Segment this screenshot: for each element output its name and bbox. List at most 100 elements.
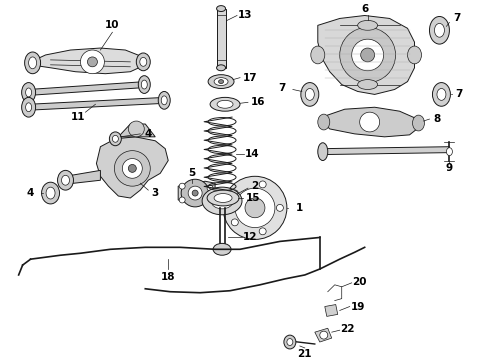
Ellipse shape <box>42 182 59 204</box>
Polygon shape <box>322 147 449 154</box>
Ellipse shape <box>435 23 444 37</box>
Polygon shape <box>178 181 215 205</box>
Circle shape <box>207 185 213 191</box>
Polygon shape <box>28 82 145 95</box>
Ellipse shape <box>217 6 225 12</box>
Text: 15: 15 <box>245 193 260 203</box>
Text: 21: 21 <box>297 349 312 359</box>
Polygon shape <box>28 97 165 110</box>
Ellipse shape <box>141 80 147 89</box>
Text: 4: 4 <box>27 188 34 198</box>
Ellipse shape <box>207 190 239 206</box>
Ellipse shape <box>213 243 231 255</box>
Text: 18: 18 <box>161 272 175 282</box>
Ellipse shape <box>214 194 232 202</box>
Ellipse shape <box>429 17 449 44</box>
Text: 11: 11 <box>71 112 86 122</box>
Circle shape <box>259 181 266 188</box>
Text: 20: 20 <box>352 277 367 287</box>
Polygon shape <box>325 305 338 316</box>
Ellipse shape <box>217 100 233 108</box>
Text: 19: 19 <box>350 302 365 311</box>
Ellipse shape <box>109 132 122 146</box>
Ellipse shape <box>140 57 147 66</box>
Text: 2: 2 <box>251 181 259 191</box>
Ellipse shape <box>210 97 240 111</box>
Circle shape <box>207 195 213 201</box>
Text: 1: 1 <box>296 203 303 213</box>
Circle shape <box>179 183 185 189</box>
Text: 7: 7 <box>456 89 463 99</box>
Circle shape <box>223 176 287 239</box>
Text: 5: 5 <box>189 168 196 178</box>
Circle shape <box>87 57 98 67</box>
Ellipse shape <box>24 52 41 74</box>
Ellipse shape <box>446 148 452 156</box>
Ellipse shape <box>202 187 242 215</box>
Circle shape <box>128 165 136 172</box>
Text: 4: 4 <box>145 129 152 139</box>
Text: 3: 3 <box>151 188 159 198</box>
Text: 8: 8 <box>434 114 441 124</box>
Text: 14: 14 <box>245 149 259 159</box>
Polygon shape <box>97 137 168 198</box>
Ellipse shape <box>25 88 32 97</box>
Ellipse shape <box>433 82 450 106</box>
Ellipse shape <box>358 80 378 90</box>
Circle shape <box>128 121 144 137</box>
Circle shape <box>192 190 198 196</box>
Polygon shape <box>315 328 332 342</box>
Polygon shape <box>322 107 419 137</box>
Ellipse shape <box>437 89 446 100</box>
Text: 12: 12 <box>243 233 257 243</box>
Text: 10: 10 <box>105 21 120 30</box>
Circle shape <box>80 50 104 74</box>
Text: 9: 9 <box>446 163 453 174</box>
Circle shape <box>361 48 375 62</box>
Circle shape <box>245 198 265 218</box>
Polygon shape <box>119 124 155 137</box>
Ellipse shape <box>358 21 378 30</box>
Ellipse shape <box>161 96 167 105</box>
Circle shape <box>114 150 150 186</box>
Ellipse shape <box>301 82 319 106</box>
Ellipse shape <box>318 143 328 161</box>
Circle shape <box>231 219 238 226</box>
Ellipse shape <box>217 65 225 71</box>
Text: 22: 22 <box>341 324 355 334</box>
Ellipse shape <box>136 53 150 71</box>
Ellipse shape <box>57 170 74 190</box>
Ellipse shape <box>219 80 223 84</box>
Circle shape <box>181 179 209 207</box>
Text: 13: 13 <box>238 10 252 21</box>
Circle shape <box>188 186 202 200</box>
Ellipse shape <box>284 335 296 349</box>
Ellipse shape <box>22 82 36 102</box>
Ellipse shape <box>214 78 228 86</box>
Ellipse shape <box>208 75 234 89</box>
Text: 16: 16 <box>251 97 265 107</box>
Circle shape <box>360 112 380 132</box>
Ellipse shape <box>318 114 330 130</box>
Ellipse shape <box>28 57 37 69</box>
Ellipse shape <box>217 197 227 205</box>
Ellipse shape <box>138 76 150 94</box>
Ellipse shape <box>46 187 55 199</box>
Circle shape <box>320 331 328 339</box>
Circle shape <box>352 39 384 71</box>
Ellipse shape <box>305 89 314 100</box>
Text: 17: 17 <box>243 73 257 83</box>
Circle shape <box>231 190 238 197</box>
Circle shape <box>276 204 283 211</box>
Ellipse shape <box>62 175 70 185</box>
Circle shape <box>235 188 275 228</box>
Ellipse shape <box>112 135 119 142</box>
Polygon shape <box>318 15 415 94</box>
Text: 7: 7 <box>278 82 286 93</box>
Circle shape <box>122 158 142 178</box>
Polygon shape <box>66 170 100 184</box>
Ellipse shape <box>25 103 32 112</box>
Ellipse shape <box>311 46 325 64</box>
Ellipse shape <box>211 193 233 209</box>
Text: 7: 7 <box>454 13 461 23</box>
